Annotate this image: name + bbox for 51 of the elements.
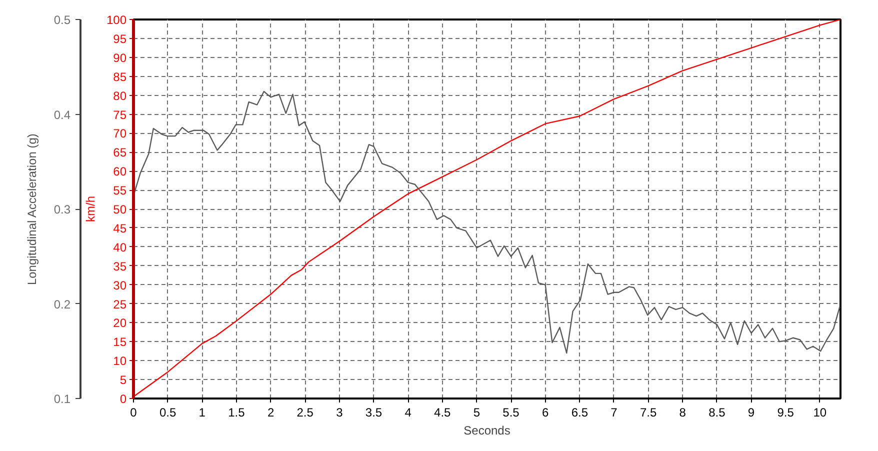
x-tick-label: 10 (813, 406, 827, 420)
x-tick-label: 0 (130, 406, 138, 420)
x-tick-label: 0.5 (159, 406, 176, 420)
x-tick-label: 7.5 (640, 406, 657, 420)
y-tick-label: 15 (113, 335, 127, 350)
x-tick-label: 5.5 (502, 406, 520, 420)
y2-tick-label: 0.3 (54, 202, 71, 216)
y2-tick-label: 0.1 (54, 392, 71, 406)
x-tick-label: 2.5 (296, 406, 314, 420)
y-tick-label: 50 (113, 202, 127, 216)
y-tick-label: 95 (113, 32, 127, 46)
y-tick-label: 85 (113, 70, 127, 84)
y-tick-label: 90 (113, 50, 127, 65)
y-tick-label: 60 (113, 164, 127, 179)
x-tick-label: 9 (748, 406, 755, 420)
y2-tick-label: 0.4 (54, 108, 71, 122)
x-tick-label: 1 (198, 406, 206, 420)
x-tick-label: 9.5 (777, 406, 794, 420)
y2-axis-title: Longitudinal Acceleration (g) (24, 134, 39, 286)
x-tick-label: 1.5 (228, 406, 246, 420)
y-axis-title: km/h (83, 196, 98, 222)
x-tick-label: 4 (404, 406, 412, 420)
x-axis-title: Seconds (464, 424, 510, 438)
x-tick-label: 3 (336, 406, 344, 420)
y2-tick-label: 0.5 (54, 13, 71, 27)
y-tick-label: 75 (113, 108, 127, 122)
x-tick-label: 3.5 (365, 406, 382, 420)
y-tick-label: 55 (113, 184, 127, 198)
line-series (134, 90, 840, 354)
y-tick-label: 5 (120, 373, 127, 388)
y-tick-label: 80 (113, 88, 127, 103)
y-tick-label: 35 (113, 259, 127, 274)
x-tick-label: 6 (542, 406, 550, 420)
x-tick-label: 6.5 (571, 406, 588, 420)
y-tick-label: 0 (120, 392, 127, 406)
x-tick-label: 8 (679, 406, 686, 420)
y-tick-label: 30 (113, 278, 127, 292)
y2-tick-label: 0.2 (54, 297, 71, 312)
y-tick-label: 20 (113, 316, 127, 330)
y-tick-label: 70 (113, 126, 127, 141)
y-tick-label: 40 (113, 240, 127, 254)
y-tick-label: 10 (113, 354, 127, 368)
x-tick-label: 7 (610, 406, 618, 420)
y-tick-label: 45 (113, 221, 127, 236)
y-tick-label: 25 (113, 297, 127, 312)
x-tick-label: 5 (473, 406, 480, 420)
y-tick-label: 100 (106, 13, 127, 27)
y-tick-label: 65 (113, 146, 127, 160)
x-tick-label: 2 (267, 406, 274, 420)
x-tick-label: 8.5 (708, 406, 726, 420)
x-tick-label: 4.5 (434, 406, 452, 420)
